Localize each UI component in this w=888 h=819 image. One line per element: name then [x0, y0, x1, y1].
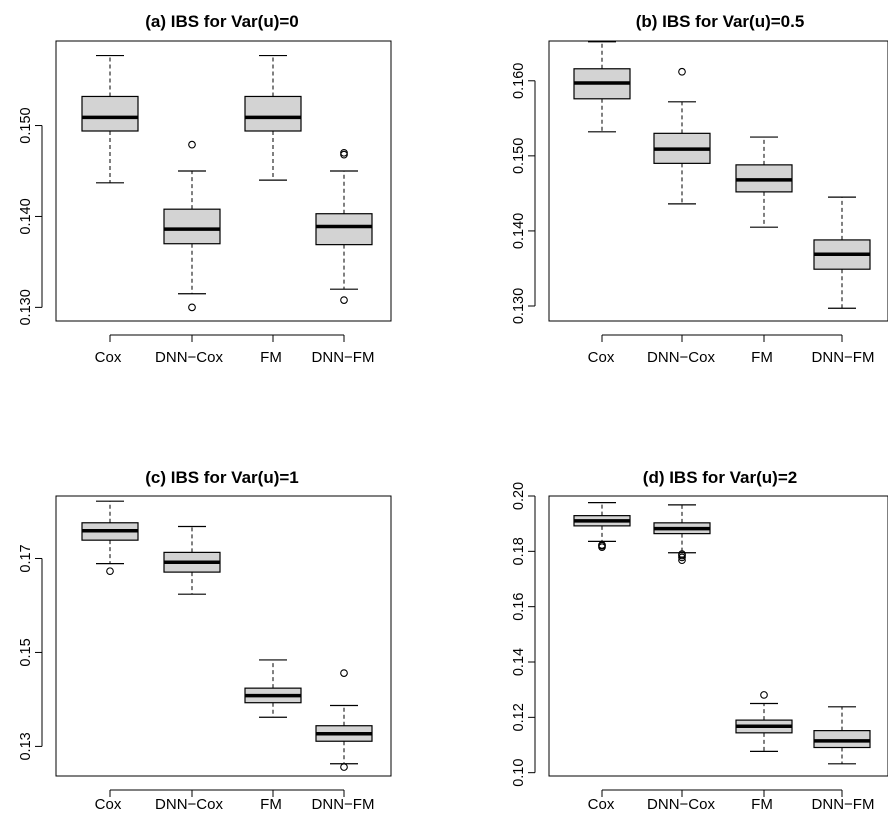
panel-title: (a) IBS for Var(u)=0 [145, 12, 299, 31]
x-category-label: Cox [95, 796, 122, 813]
y-tick-label: 0.20 [511, 482, 527, 510]
iqr-box [315, 213, 373, 246]
plot-frame [548, 40, 888, 322]
outlier-point [340, 148, 348, 157]
plot-marks: 0.13 0.15 0.17 [18, 500, 373, 797]
plot-marks: 0.10 0.12 0.14 0.16 0.18 0.20 [511, 482, 871, 797]
x-category-label: DNN−FM [312, 796, 375, 813]
outlier-point [106, 567, 114, 576]
x-category-label: FM [751, 796, 773, 813]
y-tick-label: 0.12 [511, 703, 527, 731]
panel-title: (b) IBS for Var(u)=0.5 [636, 12, 805, 31]
box-0 [81, 54, 139, 184]
outlier-point [340, 296, 348, 304]
y-tick-label: 0.14 [511, 648, 527, 676]
x-category-label: DNN−FM [812, 796, 875, 813]
box-0 [573, 41, 631, 133]
y-tick-label: 0.15 [18, 638, 34, 666]
iqr-box [813, 730, 871, 749]
x-category-label: FM [260, 349, 282, 366]
panel-title: (c) IBS for Var(u)=1 [145, 468, 299, 487]
y-tick-label: 0.130 [18, 289, 34, 325]
x-category-label: Cox [95, 349, 122, 366]
box-3 [315, 148, 373, 304]
iqr-box [163, 208, 221, 245]
x-category-label: FM [751, 349, 773, 366]
y-tick-label: 0.160 [511, 63, 527, 99]
plot-marks: 0.130 0.140 0.150 [18, 54, 373, 342]
x-category-label: DNN−Cox [647, 349, 715, 366]
plot-marks: 0.130 0.140 0.150 0.160 [511, 41, 871, 342]
panel-d: (d) IBS for Var(u)=2 0.100.120.140.160.1… [511, 468, 888, 813]
y-tick-label: 0.150 [511, 138, 527, 174]
plot-frame [55, 40, 392, 322]
outlier-point [598, 541, 606, 550]
y-tick-label: 0.140 [511, 213, 527, 249]
x-category-label: DNN−Cox [155, 349, 223, 366]
box-3 [813, 196, 871, 309]
outlier-point [760, 691, 768, 699]
outlier-point [340, 669, 348, 677]
box-0 [81, 500, 139, 576]
x-category-label: Cox [588, 349, 615, 366]
panel-a: (a) IBS for Var(u)=0 0.130 0.140 0.150 Cox… [18, 12, 392, 366]
outlier-point [188, 303, 196, 312]
x-category-label: Cox [588, 796, 615, 813]
y-tick-label: 0.150 [18, 107, 34, 143]
y-tick-label: 0.16 [511, 593, 527, 621]
box-2 [244, 54, 302, 181]
x-category-label: DNN−FM [812, 349, 875, 366]
box-2 [735, 136, 793, 228]
box-3 [813, 706, 871, 765]
y-tick-label: 0.17 [18, 544, 34, 572]
x-category-label: DNN−Cox [155, 796, 223, 813]
box-1 [163, 525, 221, 595]
panel-title: (d) IBS for Var(u)=2 [643, 468, 797, 487]
x-category-label: FM [260, 796, 282, 813]
outlier-point [678, 556, 686, 565]
plot-frame [55, 495, 392, 777]
iqr-box [81, 95, 139, 132]
outlier-point [678, 551, 686, 560]
iqr-box [244, 95, 302, 132]
box-0 [573, 502, 631, 552]
y-tick-label: 0.10 [511, 759, 527, 787]
x-category-label: DNN−FM [312, 349, 375, 366]
outlier-point [188, 140, 196, 149]
box-1 [653, 67, 711, 205]
box-1 [653, 504, 711, 565]
outlier-point [678, 67, 686, 76]
box-2 [244, 659, 302, 718]
y-tick-label: 0.18 [511, 537, 527, 565]
panel-c: (c) IBS for Var(u)=1 0.13 0.15 0.17 Cox DN… [18, 468, 392, 813]
y-tick-label: 0.130 [511, 288, 527, 324]
box-2 [735, 691, 793, 752]
x-category-label: DNN−Cox [647, 796, 715, 813]
plot-frame [548, 495, 888, 777]
panel-b: (b) IBS for Var(u)=0.5 0.1300.1400.1500.… [511, 12, 888, 366]
box-3 [315, 669, 373, 771]
y-tick-label: 0.13 [18, 732, 34, 760]
y-tick-label: 0.140 [18, 198, 34, 234]
outlier-point [340, 763, 348, 771]
box-1 [163, 140, 221, 312]
